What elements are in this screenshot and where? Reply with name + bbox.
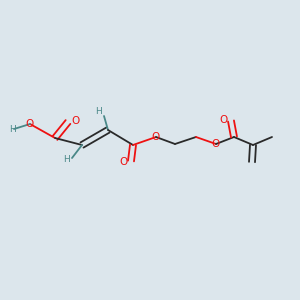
Text: O: O — [26, 119, 34, 129]
Text: O: O — [212, 139, 220, 149]
Text: O: O — [71, 116, 79, 126]
Text: H: H — [96, 107, 102, 116]
Text: H: H — [9, 124, 15, 134]
Text: O: O — [120, 157, 128, 167]
Text: O: O — [220, 115, 228, 125]
Text: O: O — [152, 132, 160, 142]
Text: H: H — [64, 154, 70, 164]
